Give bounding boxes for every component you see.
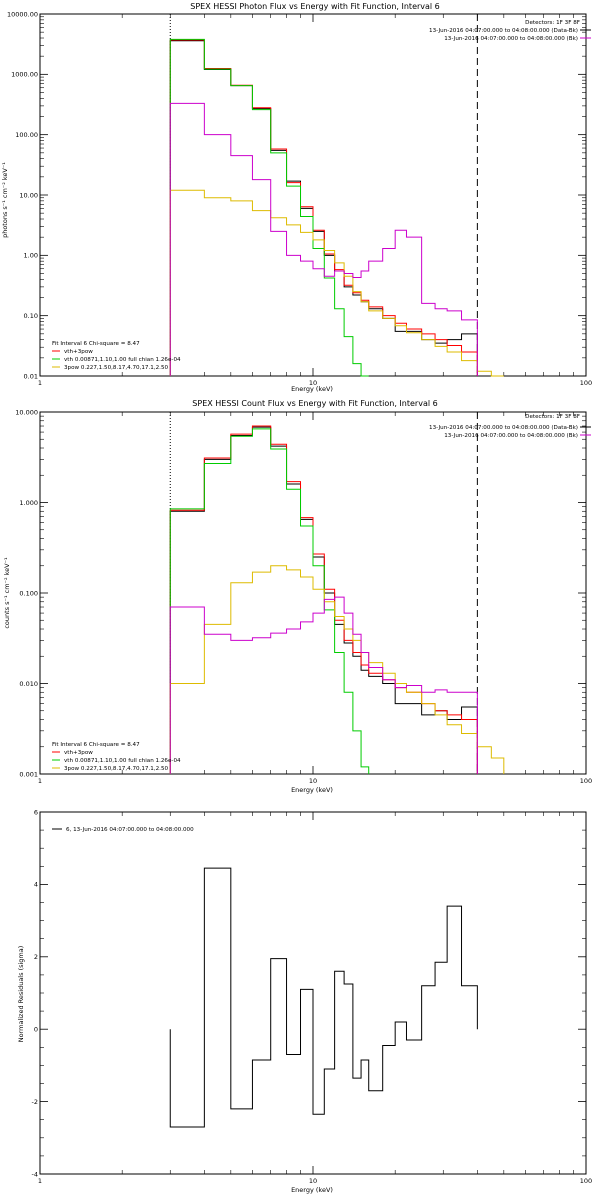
panel2-info-line2: 13-Jun-2016 04:07:00.000 to 04:08:00.000… (444, 433, 578, 439)
panel2-ylabel: counts s⁻¹ cm⁻² keV⁻¹ (3, 557, 11, 629)
panel3-legend-entry: 6, 13-Jun-2016 04:07:00.000 to 04:08:00.… (66, 827, 194, 833)
panel1-detectors: Detectors: 1F 3F 8F (525, 20, 580, 26)
panel2-info: Detectors: 1F 3F 8F 13-Jun-2016 04:07:00… (429, 414, 591, 439)
series-vth (169, 428, 370, 774)
series-3pow (169, 565, 505, 774)
panel1-legend-header: Fit Interval 6 Chi-square = 8.47 (52, 341, 140, 347)
panel2-info-line1: 13-Jun-2016 04:07:00.000 to 04:08:00.000… (429, 425, 578, 431)
y-tick-label: 0.100 (19, 589, 38, 597)
y-tick-label: -2 (32, 1098, 38, 1106)
panel-photon-flux: SPEX HESSI Photon Flux vs Energy with Fi… (1, 2, 592, 393)
y-tick-label: 0.001 (19, 770, 38, 778)
y-tick-label: 0 (34, 1026, 38, 1034)
panel2-legend-entry-2: vth 0.00871,1.10,1.00 full chian 1.26e-0… (64, 758, 181, 764)
panel1-xlabel: Energy (keV) (291, 385, 333, 393)
y-tick-label: 1.00 (24, 252, 38, 260)
y-tick-label: 1.000 (19, 499, 38, 507)
x-tick-label: 100 (580, 1177, 592, 1185)
panel2-title: SPEX HESSI Count Flux vs Energy with Fit… (192, 399, 437, 408)
x-tick-label: 10 (309, 777, 317, 785)
series-bk (169, 102, 478, 376)
panel1-plot: 1 10 100 0.01 0.10 1.00 10.00 100.00 1000.00 1000… (7, 10, 592, 387)
x-tick-label: 10 (309, 1177, 317, 1185)
x-tick-label: 1 (38, 1177, 42, 1185)
panel1-info-line2: 13-Jun-2016 04:07:00.000 to 04:08:00.000… (444, 36, 578, 42)
panel3-legend: 6, 13-Jun-2016 04:07:00.000 to 04:08:00.… (52, 827, 194, 833)
y-tick-label: 0.01 (24, 372, 38, 380)
y-tick-label: 0.010 (19, 680, 38, 688)
y-tick-label: 4 (34, 881, 38, 889)
y-tick-label: 10.00 (19, 191, 38, 199)
panel2-xlabel: Energy (keV) (291, 786, 333, 794)
y-tick-label: 100.00 (15, 131, 38, 139)
panel1-legend-entry-1: vth+3pow (64, 349, 93, 355)
panel2-legend-entry-3: 3pow 0.227,1.50,8.17,4.70,17.1,2.50 (64, 766, 169, 772)
x-tick-label: 100 (580, 379, 592, 387)
y-tick-label: 1000.00 (11, 71, 38, 79)
x-tick-label: 1 (38, 777, 42, 785)
panel1-legend: Fit Interval 6 Chi-square = 8.47 vth+3po… (52, 341, 181, 371)
series-vth (169, 38, 369, 377)
panel1-title: SPEX HESSI Photon Flux vs Energy with Fi… (190, 2, 440, 11)
y-tick-label: 6 (34, 808, 38, 816)
x-tick-label: 10 (309, 379, 317, 387)
panel-count-flux: SPEX HESSI Count Flux vs Energy with Fit… (3, 399, 592, 794)
y-tick-label: 10.000 (15, 408, 38, 416)
y-tick-label: 2 (34, 953, 38, 961)
panel2-axes-frame (39, 411, 587, 775)
panel2-plot: 1 10 100 0.001 0.010 0.100 1.000 10.000 (15, 408, 592, 785)
series-3pow (169, 189, 504, 377)
panel2-detectors: Detectors: 1F 3F 8F (525, 414, 580, 420)
x-tick-label: 100 (580, 777, 592, 785)
panel1-legend-entry-3: 3pow 0.227,1.50,8.17,4.70,17.1,2.50 (64, 365, 169, 371)
panel3-plot: 1 10 100 -4 -2 0 2 4 6 (32, 808, 593, 1185)
panel2-legend: Fit Interval 6 Chi-square = 8.47 vth+3po… (52, 742, 181, 772)
y-tick-label: 0.10 (24, 312, 38, 320)
series-vth-3pow (169, 39, 478, 376)
series-data-bk (169, 40, 478, 376)
panel3-xlabel: Energy (keV) (291, 1186, 333, 1194)
panel1-legend-entry-2: vth 0.00871,1.10,1.00 full chian 1.26e-0… (64, 357, 181, 363)
panel1-info-line1: 13-Jun-2016 04:07:00.000 to 04:08:00.000… (429, 28, 578, 34)
panel1-ylabel: photons s⁻¹ cm⁻² keV⁻¹ (1, 162, 9, 238)
y-tick-label: 10000.00 (7, 10, 38, 18)
x-tick-label: 1 (38, 379, 42, 387)
panel2-legend-header: Fit Interval 6 Chi-square = 8.47 (52, 742, 140, 748)
panel3-ylabel: Normalized Residuals (sigma) (17, 946, 25, 1043)
series-bk (169, 596, 478, 774)
panel1-axes-frame (39, 13, 587, 377)
panel2-legend-entry-1: vth+3pow (64, 750, 93, 756)
panel-residuals: 1 10 100 -4 -2 0 2 4 6 Energy (keV) Normalized R… (17, 808, 592, 1194)
series-6 (169, 867, 478, 1128)
y-tick-label: -4 (32, 1170, 38, 1178)
panel1-info: Detectors: 1F 3F 8F 13-Jun-2016 04:07:00… (429, 20, 591, 42)
